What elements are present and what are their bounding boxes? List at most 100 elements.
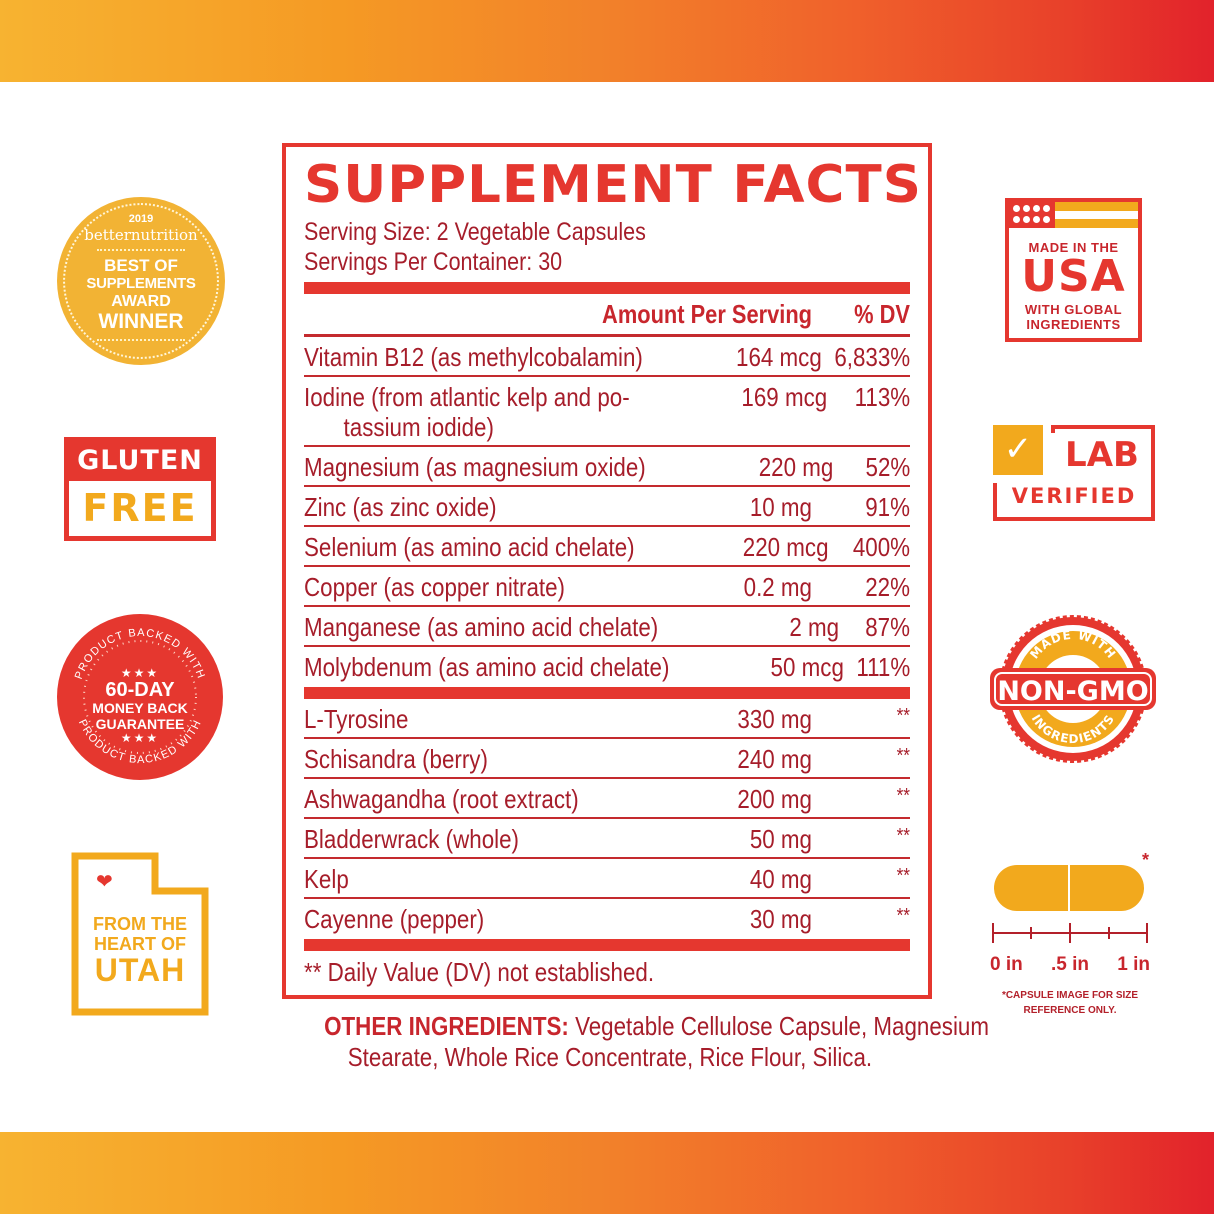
nutrient-amount: 169 mcg [741,382,827,412]
made-in-usa-badge: MADE IN THE USA WITH GLOBAL INGREDIENTS [1005,198,1142,342]
nutrient-row: Manganese (as amino acid chelate) 2 mg 8… [304,607,910,647]
nutrient-row: Iodine (from atlantic kelp and po-tassiu… [304,377,910,447]
award-line4: WINNER [98,310,184,333]
nutrient-dv: 91% [865,492,910,522]
nutrient-name: Copper (as copper nitrate) [304,572,565,602]
guarantee-line2: MONEY BACK [92,700,188,716]
divider-thin [304,334,910,337]
ingredient-amount: 30 mg [749,904,812,934]
nutrient-amount: 50 mcg [770,652,844,682]
note-line2: REFERENCE ONLY. [1023,1005,1117,1016]
capsule-size-reference: * 0 in .5 in 1 in *CAPSULE IMAGE FOR SIZ… [990,850,1160,1020]
svg-text:NON-GMO: NON-GMO [997,676,1148,707]
guarantee-line3: GUARANTEE [95,716,185,732]
free-text: FREE [69,481,211,536]
bottom-gradient-band [0,1132,1214,1214]
divider-thick [304,687,910,699]
utah-line3: UTAH [94,952,186,988]
frame-left [993,483,997,521]
flag-icon [1009,202,1138,229]
column-header: Amount Per Serving % DV [304,294,910,334]
guarantee-days: 60-DAY [105,679,175,701]
ingredient-name: Cayenne (pepper) [304,904,485,934]
ingredient-dv: ** [896,825,910,847]
stars-icon: ★★★ [120,731,160,745]
heart-icon: ❤ [96,871,113,893]
dotted-separator [97,339,185,341]
nutrient-name: Magnesium (as magnesium oxide) [304,452,646,482]
non-gmo-seal-icon: NON-GMO MADE WITH INGREDIENTS [990,615,1156,763]
usa-line3a: WITH GLOBAL [1024,302,1123,317]
nutrient-amount: 164 mcg [736,342,822,372]
nutrient-dv: 87% [865,612,910,642]
note-line1: *CAPSULE IMAGE FOR SIZE [1001,990,1139,1001]
ruler-labels: 0 in .5 in 1 in [990,954,1150,976]
other-ingredients-line1: Vegetable Cellulose Capsule, Magnesium [568,1011,989,1041]
award-line2: SUPPLEMENTS [86,275,196,292]
ingredient-dv: ** [896,745,910,767]
verified-text: VERIFIED [1011,484,1137,508]
ring-text-icon: PRODUCT BACKED WITH PRODUCT BACKED WITH [73,627,206,766]
other-ingredients-line2: Stearate, Whole Rice Concentrate, Rice F… [347,1042,873,1072]
ingredient-name: Bladderwrack (whole) [304,824,519,854]
ingredient-amount: 40 mg [749,864,812,894]
capsule-icon [994,865,1068,911]
nutrient-dv: 111% [856,652,910,682]
dv-header: % DV [854,298,910,329]
ruler-icon [992,923,1148,943]
asterisk: * [1142,850,1150,870]
ingredient-amount: 200 mg [737,784,812,814]
award-line1: BEST OF [104,256,178,275]
other-ingredients: OTHER INGREDIENTS: Vegetable Cellulose C… [270,1011,989,1073]
frame-top [1051,425,1155,429]
top-gradient-band [0,0,1214,82]
nutrient-amount: 2 mg [789,612,840,642]
ingredient-row: Cayenne (pepper) 30 mg ** [304,899,910,939]
nutrient-name: Vitamin B12 (as methylcobalamin) [304,342,643,372]
ingredient-row: L-Tyrosine 330 mg ** [304,699,910,739]
nutrient-row: Copper (as copper nitrate) 0.2 mg 22% [304,567,910,607]
lab-verified-badge: ✓ LAB VERIFIED [993,425,1155,521]
ingredient-dv: ** [896,705,910,727]
capsule-icon [1070,865,1144,911]
frame [993,425,1155,521]
servings-per-container: Servings Per Container: 30 [304,248,563,276]
dv-footnote: ** Daily Value (DV) not established. [304,957,655,987]
award-brand: betternutrition [84,226,198,244]
ingredient-amount: 240 mg [737,744,812,774]
nutrient-amount: 220 mcg [743,532,829,562]
utah-line1: FROM THE [93,914,187,934]
gluten-text: GLUTEN [77,445,203,476]
ingredient-dv: ** [896,785,910,807]
nutrient-name: Selenium (as amino acid chelate) [304,532,635,562]
nutrient-name: Zinc (as zinc oxide) [304,492,497,522]
ingredient-name: Ashwagandha (root extract) [304,784,579,814]
nutrient-row: Zinc (as zinc oxide) 10 mg 91% [304,487,910,527]
utah-outline-icon [71,852,209,1016]
ingredient-amount: 330 mg [737,704,812,734]
usa-line1: MADE IN THE [1028,240,1119,255]
award-line3: AWARD [111,293,171,310]
nutrient-name-line2: tassium iodide) [343,412,494,442]
amount-header: Amount Per Serving [602,298,812,329]
usa-line3: WITH GLOBAL INGREDIENTS [1009,302,1138,332]
divider-thick [304,282,910,294]
usa-line2: USA [1021,251,1126,302]
nutrient-dv: 52% [865,452,910,482]
ingredient-name: L-Tyrosine [304,704,409,734]
ingredient-row: Schisandra (berry) 240 mg ** [304,739,910,779]
nutrient-name-line1: Iodine (from atlantic kelp and po- [304,382,630,412]
nutrient-name: Iodine (from atlantic kelp and po-tassiu… [304,377,630,442]
dotted-ring [63,203,219,359]
nutrient-dv: 113% [854,382,910,412]
supplement-facts-panel: SUPPLEMENT FACTS Serving Size: 2 Vegetab… [282,143,932,999]
ingredient-row: Kelp 40 mg ** [304,859,910,899]
dotted-separator [97,249,185,251]
nutrient-row: Magnesium (as magnesium oxide) 220 mg 52… [304,447,910,487]
ingredient-dv: ** [896,905,910,927]
nutrient-name: Molybdenum (as amino acid chelate) [304,652,670,682]
nutrient-amount: 10 mg [749,492,812,522]
other-ingredients-heading: OTHER INGREDIENTS: [324,1011,569,1041]
ingredient-name: Schisandra (berry) [304,744,488,774]
tick-label: 0 in [990,954,1023,975]
